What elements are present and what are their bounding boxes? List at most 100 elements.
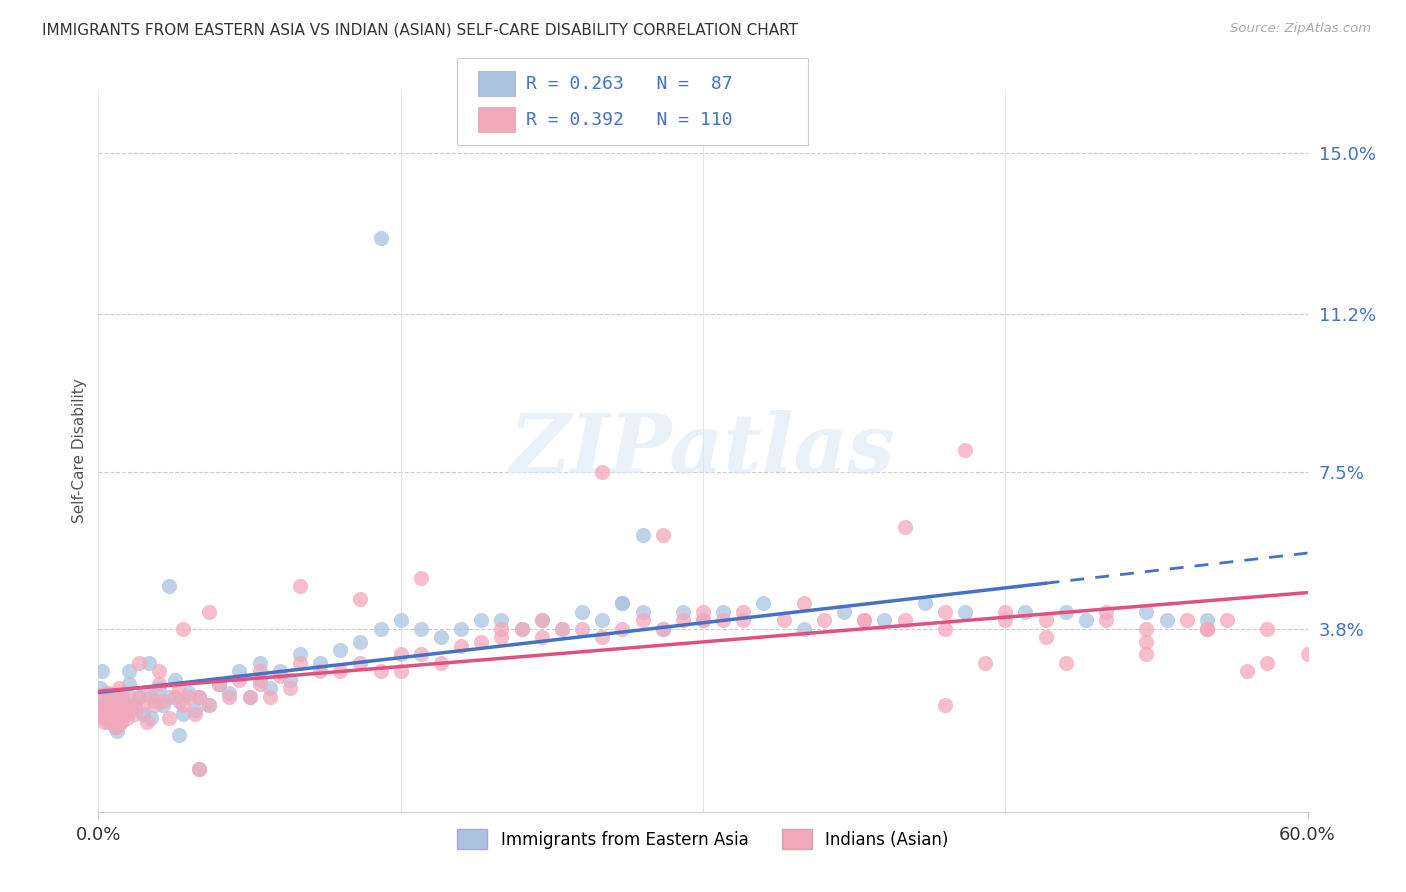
Point <box>188 762 211 776</box>
Point <box>672 605 695 619</box>
Point <box>288 579 311 593</box>
Point <box>97 715 120 730</box>
Point <box>409 622 432 636</box>
Point <box>188 690 211 704</box>
Y-axis label: Self-Care Disability: Self-Care Disability <box>72 378 87 523</box>
Point <box>128 656 150 670</box>
Point <box>651 528 673 542</box>
Point <box>111 706 134 721</box>
Point <box>93 706 115 721</box>
Point <box>711 614 734 628</box>
Point <box>198 605 221 619</box>
Point <box>188 690 211 704</box>
Point <box>101 694 124 708</box>
Point <box>228 665 250 679</box>
Point <box>120 703 142 717</box>
Point <box>97 686 120 700</box>
Point <box>914 597 936 611</box>
Point <box>110 715 132 730</box>
Point <box>470 614 492 628</box>
Point <box>148 677 170 691</box>
Point <box>893 614 915 628</box>
Point <box>1035 614 1057 628</box>
Point <box>953 443 976 458</box>
Point <box>370 231 392 245</box>
Point <box>752 597 775 611</box>
Point <box>139 711 162 725</box>
Point <box>128 690 150 704</box>
Point <box>179 690 201 704</box>
Point <box>1135 634 1157 648</box>
Point <box>110 715 132 730</box>
Point <box>591 614 613 628</box>
Point <box>184 706 207 721</box>
Point <box>1195 622 1218 636</box>
Point <box>107 681 129 696</box>
Point <box>118 677 141 691</box>
Point <box>148 681 170 696</box>
Point <box>309 665 332 679</box>
Point <box>208 677 231 691</box>
Point <box>101 698 124 713</box>
Point <box>89 681 111 696</box>
Point <box>349 656 371 670</box>
Text: ZIPatlas: ZIPatlas <box>510 410 896 491</box>
Point <box>692 614 714 628</box>
Point <box>1035 631 1057 645</box>
Point <box>409 571 432 585</box>
Point <box>120 698 142 713</box>
Point <box>631 528 654 542</box>
Point <box>571 605 593 619</box>
Point <box>491 631 513 645</box>
Point <box>91 690 114 704</box>
Point <box>278 681 301 696</box>
Point <box>157 711 180 725</box>
Point <box>288 656 311 670</box>
Point <box>163 690 186 704</box>
Point <box>370 622 392 636</box>
Point <box>172 706 194 721</box>
Point <box>612 597 634 611</box>
Point <box>107 698 129 713</box>
Point <box>91 703 114 717</box>
Point <box>188 762 211 776</box>
Point <box>772 614 794 628</box>
Point <box>389 648 412 662</box>
Point <box>172 622 194 636</box>
Point <box>103 720 125 734</box>
Point <box>172 698 194 713</box>
Point <box>239 690 262 704</box>
Point <box>259 681 281 696</box>
Point <box>228 673 250 687</box>
Point <box>1195 614 1218 628</box>
Point <box>157 579 180 593</box>
Point <box>114 706 136 721</box>
Point <box>430 631 453 645</box>
Point <box>114 703 136 717</box>
Point <box>711 605 734 619</box>
Point <box>278 673 301 687</box>
Point <box>1296 648 1319 662</box>
Point <box>143 698 166 713</box>
Point <box>239 690 262 704</box>
Point <box>409 648 432 662</box>
Point <box>96 703 118 717</box>
Point <box>249 673 271 687</box>
Point <box>994 605 1017 619</box>
Point <box>1195 622 1218 636</box>
Point <box>1014 605 1036 619</box>
Point <box>692 614 714 628</box>
Point <box>491 614 513 628</box>
Point <box>349 634 371 648</box>
Point <box>208 677 231 691</box>
Point <box>591 631 613 645</box>
Point <box>96 686 118 700</box>
Point <box>167 728 190 742</box>
Point <box>853 614 876 628</box>
Point <box>450 639 472 653</box>
Point <box>148 665 170 679</box>
Point <box>1095 605 1118 619</box>
Point <box>450 622 472 636</box>
Point <box>163 673 186 687</box>
Point <box>953 605 976 619</box>
